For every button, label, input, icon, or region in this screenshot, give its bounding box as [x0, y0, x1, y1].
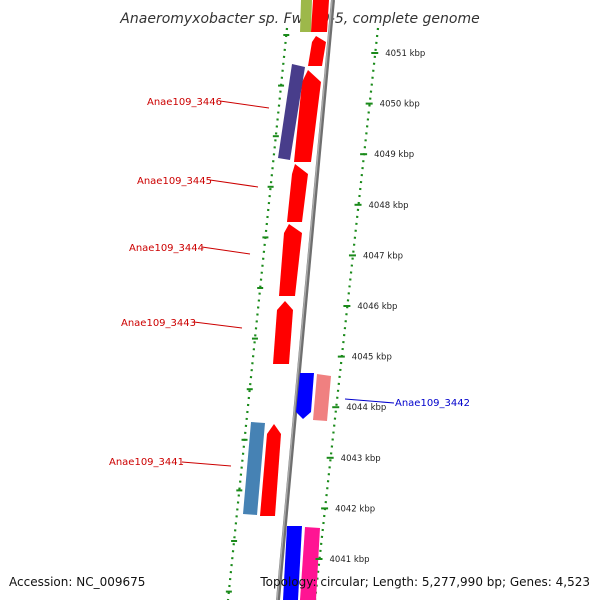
- gene-label-anae109-3442: Anae109_3442: [395, 398, 470, 409]
- leader-anae109-3441: [181, 461, 232, 467]
- feature-anae109-3446: [294, 70, 321, 162]
- feature-bottom-magenta: [300, 527, 320, 600]
- leader-anae109-3443: [193, 321, 243, 329]
- gene-label-anae109-3445: Anae109_3445: [137, 176, 212, 187]
- outer-ruler-ring: [313, 27, 380, 600]
- gene-label-anae109-3443: Anae109_3443: [121, 318, 196, 329]
- ruler-tick-label: 4045 kbp: [352, 353, 392, 363]
- ruler-tick-label: 4047 kbp: [363, 251, 403, 261]
- accession-text: Accession: NC_009675: [9, 575, 145, 589]
- leader-anae109-3444: [201, 246, 251, 255]
- ruler-tick-label: 4046 kbp: [357, 302, 397, 312]
- feature-anae109-3445: [287, 164, 308, 222]
- feature-blue-4044: [296, 373, 314, 419]
- ruler-tick-label: 4049 kbp: [374, 150, 414, 160]
- gene-label-anae109-3446: Anae109_3446: [147, 97, 222, 108]
- feature-top-olive: [300, 0, 312, 32]
- ruler-tick-label: 4043 kbp: [341, 454, 381, 464]
- gene-labels: Anae109_3446 Anae109_3445 Anae109_3444 A…: [109, 97, 470, 468]
- feature-purple-3446: [278, 64, 305, 160]
- genome-backbone: [276, 0, 335, 600]
- gene-label-anae109-3441: Anae109_3441: [109, 457, 184, 468]
- gene-label-anae109-3444: Anae109_3444: [129, 243, 204, 254]
- ruler-tick-label: 4044 kbp: [346, 403, 386, 413]
- ruler-tick-label: 4042 kbp: [335, 504, 375, 514]
- feature-anae109-3443: [273, 301, 293, 364]
- feature-steelblue-3441: [243, 422, 265, 515]
- inner-ruler-ring: [226, 27, 289, 600]
- ruler-ticks: 4051 kbp 4050 kbp 4049 kbp 4048 kbp 4047 kbp…: [225, 34, 425, 593]
- feature-4051-red: [308, 36, 326, 66]
- ruler-tick-label: 4051 kbp: [385, 49, 425, 59]
- ruler-tick-label: 4041 kbp: [330, 555, 370, 565]
- ruler-tick-label: 4050 kbp: [380, 100, 420, 110]
- feature-bottom-blue: [283, 526, 302, 600]
- feature-anae109-3442: [313, 374, 331, 421]
- topology-text: Topology: circular; Length: 5,277,990 bp…: [259, 575, 590, 589]
- leader-anae109-3445: [209, 179, 259, 188]
- map-title: Anaeromyxobacter sp. Fw109-5, complete g…: [119, 11, 479, 27]
- leader-anae109-3446: [219, 100, 270, 109]
- genome-backbone-highlight: [276, 0, 333, 600]
- leader-anae109-3442: [344, 398, 395, 404]
- feature-top-red: [311, 0, 329, 32]
- ruler-tick-label: 4048 kbp: [369, 201, 409, 211]
- feature-anae109-3444: [279, 224, 302, 296]
- feature-anae109-3441: [260, 424, 281, 516]
